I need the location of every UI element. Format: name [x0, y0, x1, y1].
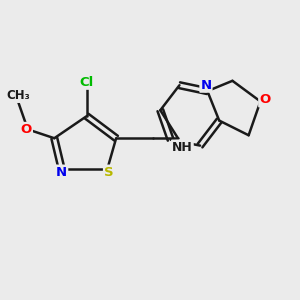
Text: N: N [56, 166, 67, 178]
Text: S: S [104, 166, 114, 178]
Text: CH₃: CH₃ [6, 89, 30, 102]
Text: Cl: Cl [80, 76, 94, 89]
Text: O: O [21, 123, 32, 136]
Text: N: N [200, 79, 211, 92]
Text: methoxy: methoxy [17, 96, 24, 98]
Text: NH: NH [172, 141, 193, 154]
Text: O: O [259, 93, 271, 106]
Text: methoxy: methoxy [17, 97, 24, 98]
Text: methoxy: methoxy [16, 94, 22, 95]
